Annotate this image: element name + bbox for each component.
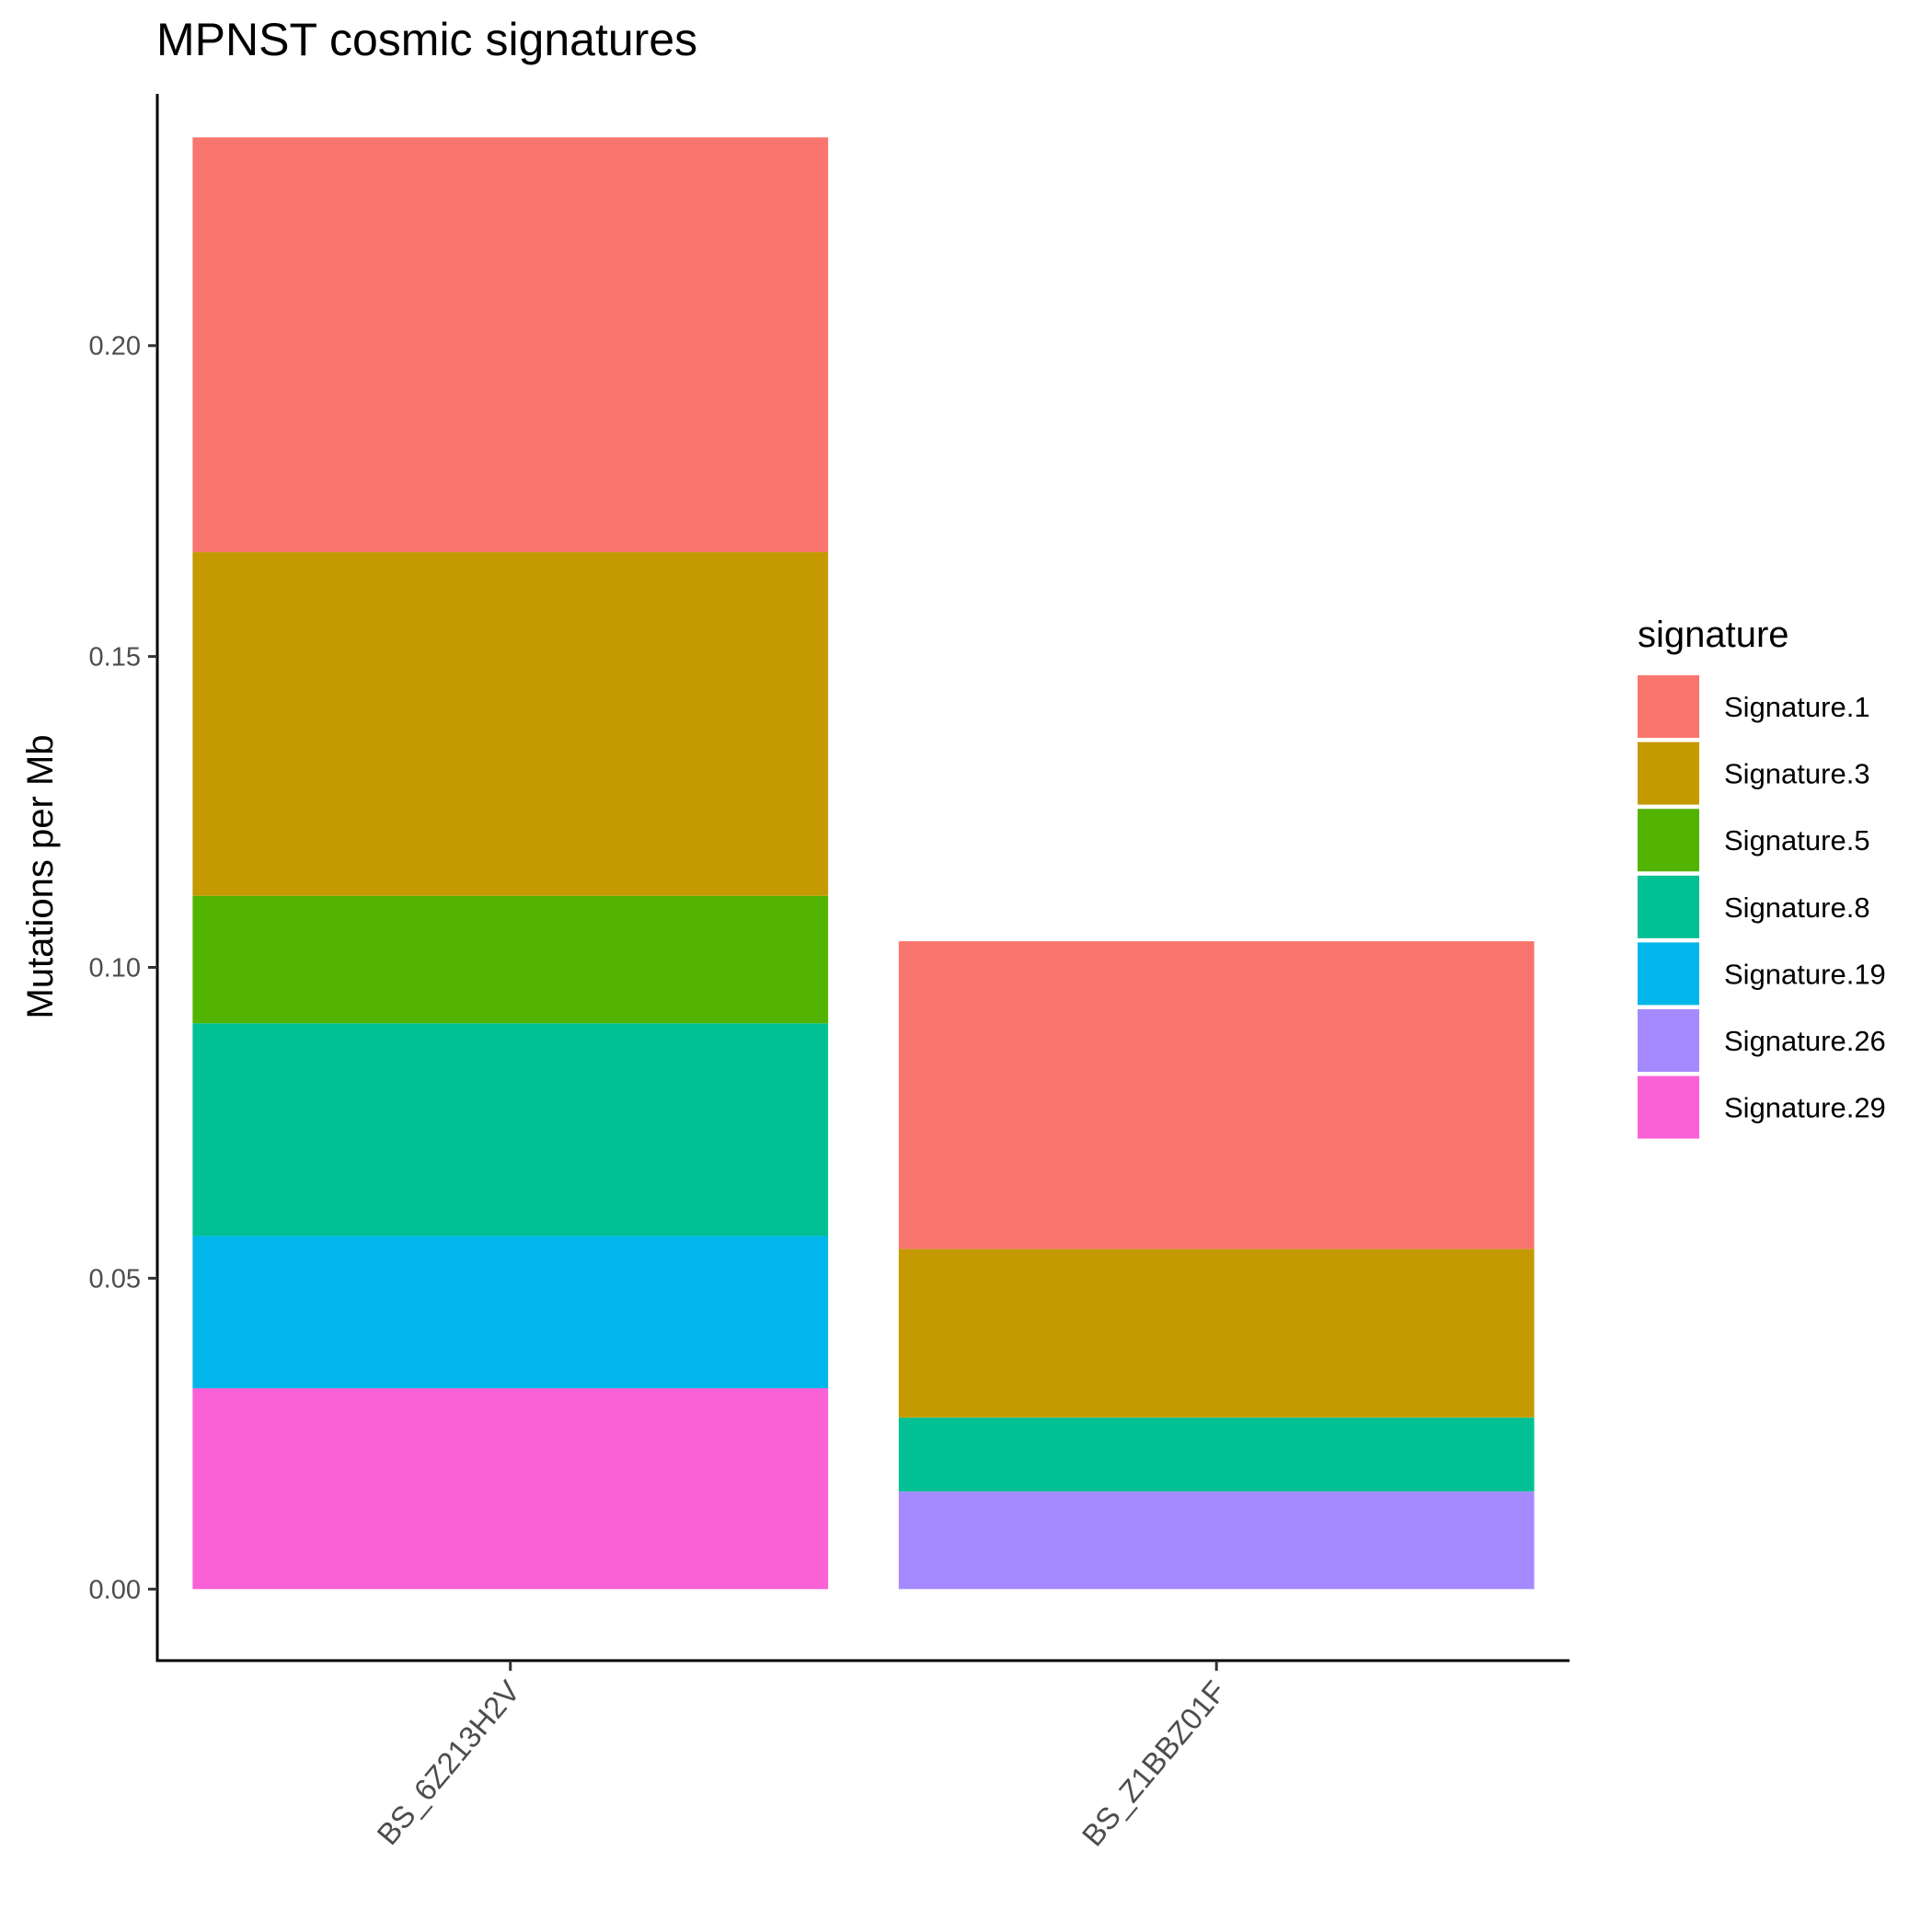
x-tick-label: BS_6Z213H2V	[370, 1674, 526, 1851]
bar-segment	[898, 1491, 1535, 1590]
bar-segment	[192, 552, 829, 896]
plot-area	[192, 137, 1535, 1590]
legend: signature Signature.1 Signature.3 Signatur…	[1638, 615, 1886, 1139]
legend-label: Signature.19	[1724, 958, 1886, 990]
legend-label: Signature.5	[1724, 824, 1870, 857]
bar-segment	[192, 1236, 829, 1389]
legend-label: Signature.3	[1724, 758, 1870, 790]
legend-key	[1638, 942, 1699, 1006]
legend-key	[1638, 675, 1699, 738]
legend-key	[1638, 875, 1699, 938]
y-tick-label: 0.00	[89, 1575, 141, 1604]
bar-segment	[192, 137, 829, 553]
legend-key	[1638, 742, 1699, 805]
legend-key	[1638, 1009, 1699, 1072]
bar-segment	[898, 1417, 1535, 1492]
chart-title: MPNST cosmic signatures	[156, 14, 697, 65]
bar-segment	[898, 941, 1535, 1249]
legend-label: Signature.1	[1724, 691, 1870, 723]
bar-segment	[192, 1388, 829, 1590]
y-axis: 0.00 0.05 0.10 0.15 0.20	[89, 332, 157, 1604]
bar-segment	[192, 895, 829, 1024]
legend-key	[1638, 1075, 1699, 1139]
y-tick-label: 0.05	[89, 1264, 141, 1294]
y-axis-label: Mutations per Mb	[20, 734, 61, 1018]
legend-label: Signature.26	[1724, 1025, 1886, 1057]
legend-key	[1638, 809, 1699, 872]
y-tick-label: 0.15	[89, 643, 141, 673]
bar-segment	[898, 1248, 1535, 1418]
legend-label: Signature.29	[1724, 1092, 1886, 1124]
x-tick-label: BS_Z1BBZ01F	[1075, 1674, 1233, 1853]
bar-segment	[192, 1023, 829, 1236]
legend-title: signature	[1638, 615, 1789, 655]
legend-label: Signature.8	[1724, 891, 1870, 924]
x-axis: BS_6Z213H2V BS_Z1BBZ01F	[370, 1661, 1233, 1853]
y-tick-label: 0.10	[89, 953, 141, 983]
y-tick-label: 0.20	[89, 332, 141, 362]
